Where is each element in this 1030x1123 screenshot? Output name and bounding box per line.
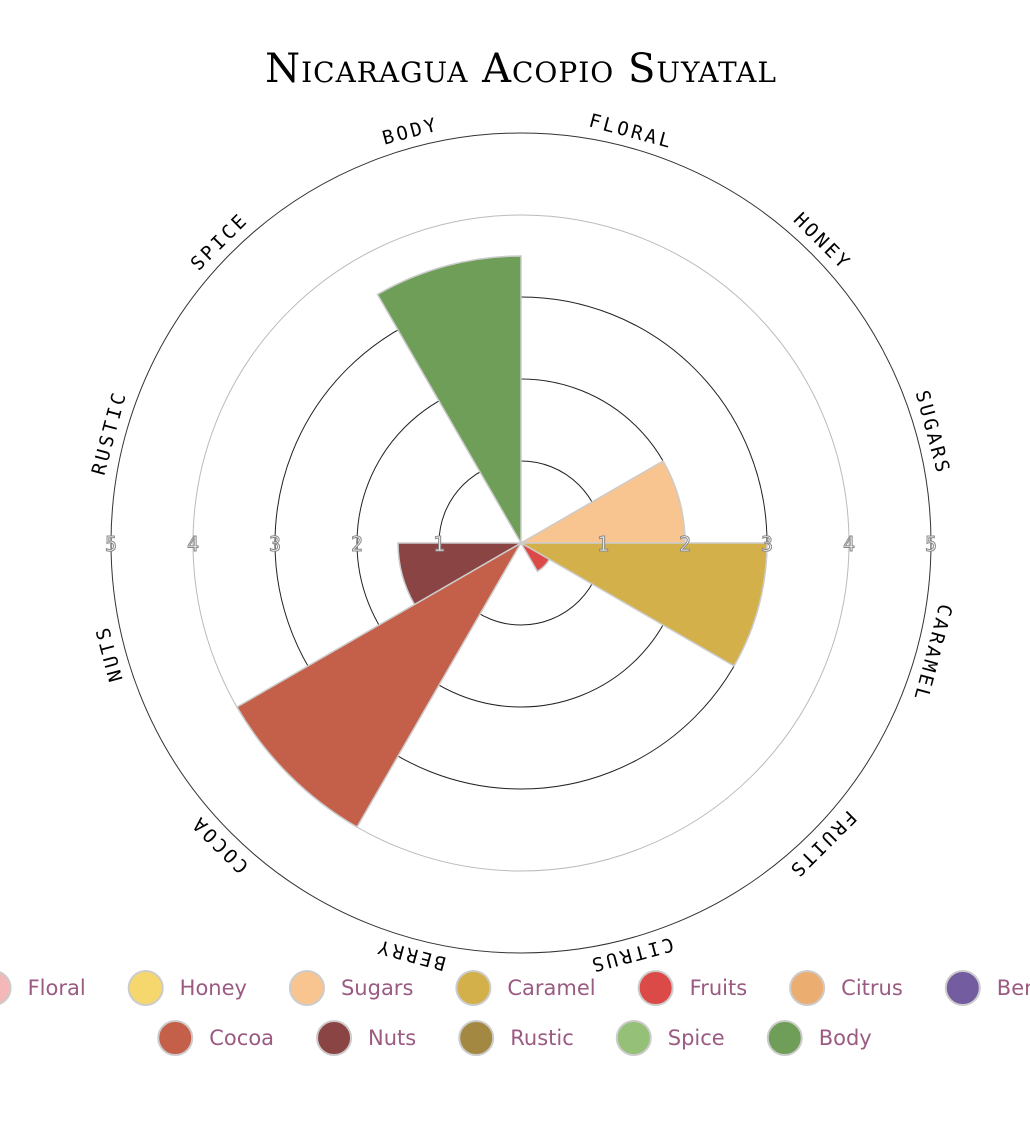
wedge bbox=[376, 255, 522, 546]
tick-label: 2 bbox=[351, 532, 363, 556]
legend-label: Spice bbox=[668, 1026, 725, 1050]
wedge bbox=[518, 459, 686, 544]
tick-label: 3 bbox=[269, 532, 281, 556]
wedge bbox=[397, 542, 524, 606]
legend-item: Fruits bbox=[637, 970, 748, 1006]
legend-item: Caramel bbox=[455, 970, 596, 1006]
legend-label: Honey bbox=[180, 976, 247, 1000]
legend-swatch bbox=[157, 1020, 194, 1056]
category-label: Body bbox=[380, 113, 441, 149]
legend-swatch bbox=[766, 1020, 803, 1056]
category-label: Floral bbox=[587, 110, 676, 154]
legend-label: Cocoa bbox=[209, 1026, 274, 1050]
legend-item: Honey bbox=[127, 970, 247, 1006]
category-label: Fruits bbox=[784, 806, 861, 883]
category-label: Citrus bbox=[587, 933, 676, 977]
legend-swatch bbox=[455, 970, 492, 1006]
tick-label: 1 bbox=[433, 532, 445, 556]
grid-ring bbox=[192, 214, 850, 872]
grid-ring bbox=[110, 132, 932, 954]
tick-label: 5 bbox=[105, 532, 117, 556]
tick-label: 2 bbox=[679, 532, 691, 556]
legend-swatch bbox=[944, 970, 981, 1006]
legend-swatch bbox=[789, 970, 826, 1006]
tick-label: 3 bbox=[761, 532, 773, 556]
wedge bbox=[518, 542, 768, 668]
legend-label: Rustic bbox=[510, 1026, 574, 1050]
legend-item: Nuts bbox=[316, 1020, 416, 1056]
category-label: Nuts bbox=[91, 623, 127, 684]
legend-label: Sugars bbox=[341, 976, 413, 1000]
wedge bbox=[235, 540, 524, 829]
legend-label: Floral bbox=[28, 976, 86, 1000]
legend-item: Berry bbox=[944, 970, 1030, 1006]
legend-item: Cocoa bbox=[157, 1020, 274, 1056]
tick-label: 4 bbox=[843, 532, 855, 556]
legend-label: Berry bbox=[997, 976, 1030, 1000]
legend-label: Nuts bbox=[368, 1026, 416, 1050]
legend-item: Spice bbox=[615, 1020, 725, 1056]
category-label: Berry bbox=[373, 935, 448, 975]
legend-swatch bbox=[615, 1020, 652, 1056]
wedge bbox=[518, 540, 551, 573]
tick-label: 1 bbox=[597, 532, 609, 556]
legend-label: Citrus bbox=[841, 976, 903, 1000]
legend-label: Fruits bbox=[690, 976, 748, 1000]
tick-label: 5 bbox=[925, 532, 937, 556]
legend-swatch bbox=[316, 1020, 353, 1056]
legend-item: Body bbox=[766, 1020, 872, 1056]
legend-item: Sugars bbox=[288, 970, 413, 1006]
legend-item: Rustic bbox=[458, 1020, 574, 1056]
legend-swatch bbox=[0, 971, 12, 1005]
chart-title: Nicaragua Acopio Suyatal bbox=[265, 46, 777, 92]
legend-item: Floral bbox=[0, 971, 86, 1005]
legend-swatch bbox=[288, 970, 325, 1006]
legend-label: Caramel bbox=[507, 976, 595, 1000]
legend-label: Body bbox=[819, 1026, 872, 1050]
category-label: Rustic bbox=[88, 388, 132, 477]
legend-swatch bbox=[127, 970, 164, 1006]
legend-swatch bbox=[458, 1020, 495, 1056]
legend-item: Citrus bbox=[789, 970, 903, 1006]
tick-label: 4 bbox=[187, 532, 199, 556]
category-label: Sugars bbox=[911, 388, 955, 477]
legend-swatch bbox=[637, 970, 674, 1006]
